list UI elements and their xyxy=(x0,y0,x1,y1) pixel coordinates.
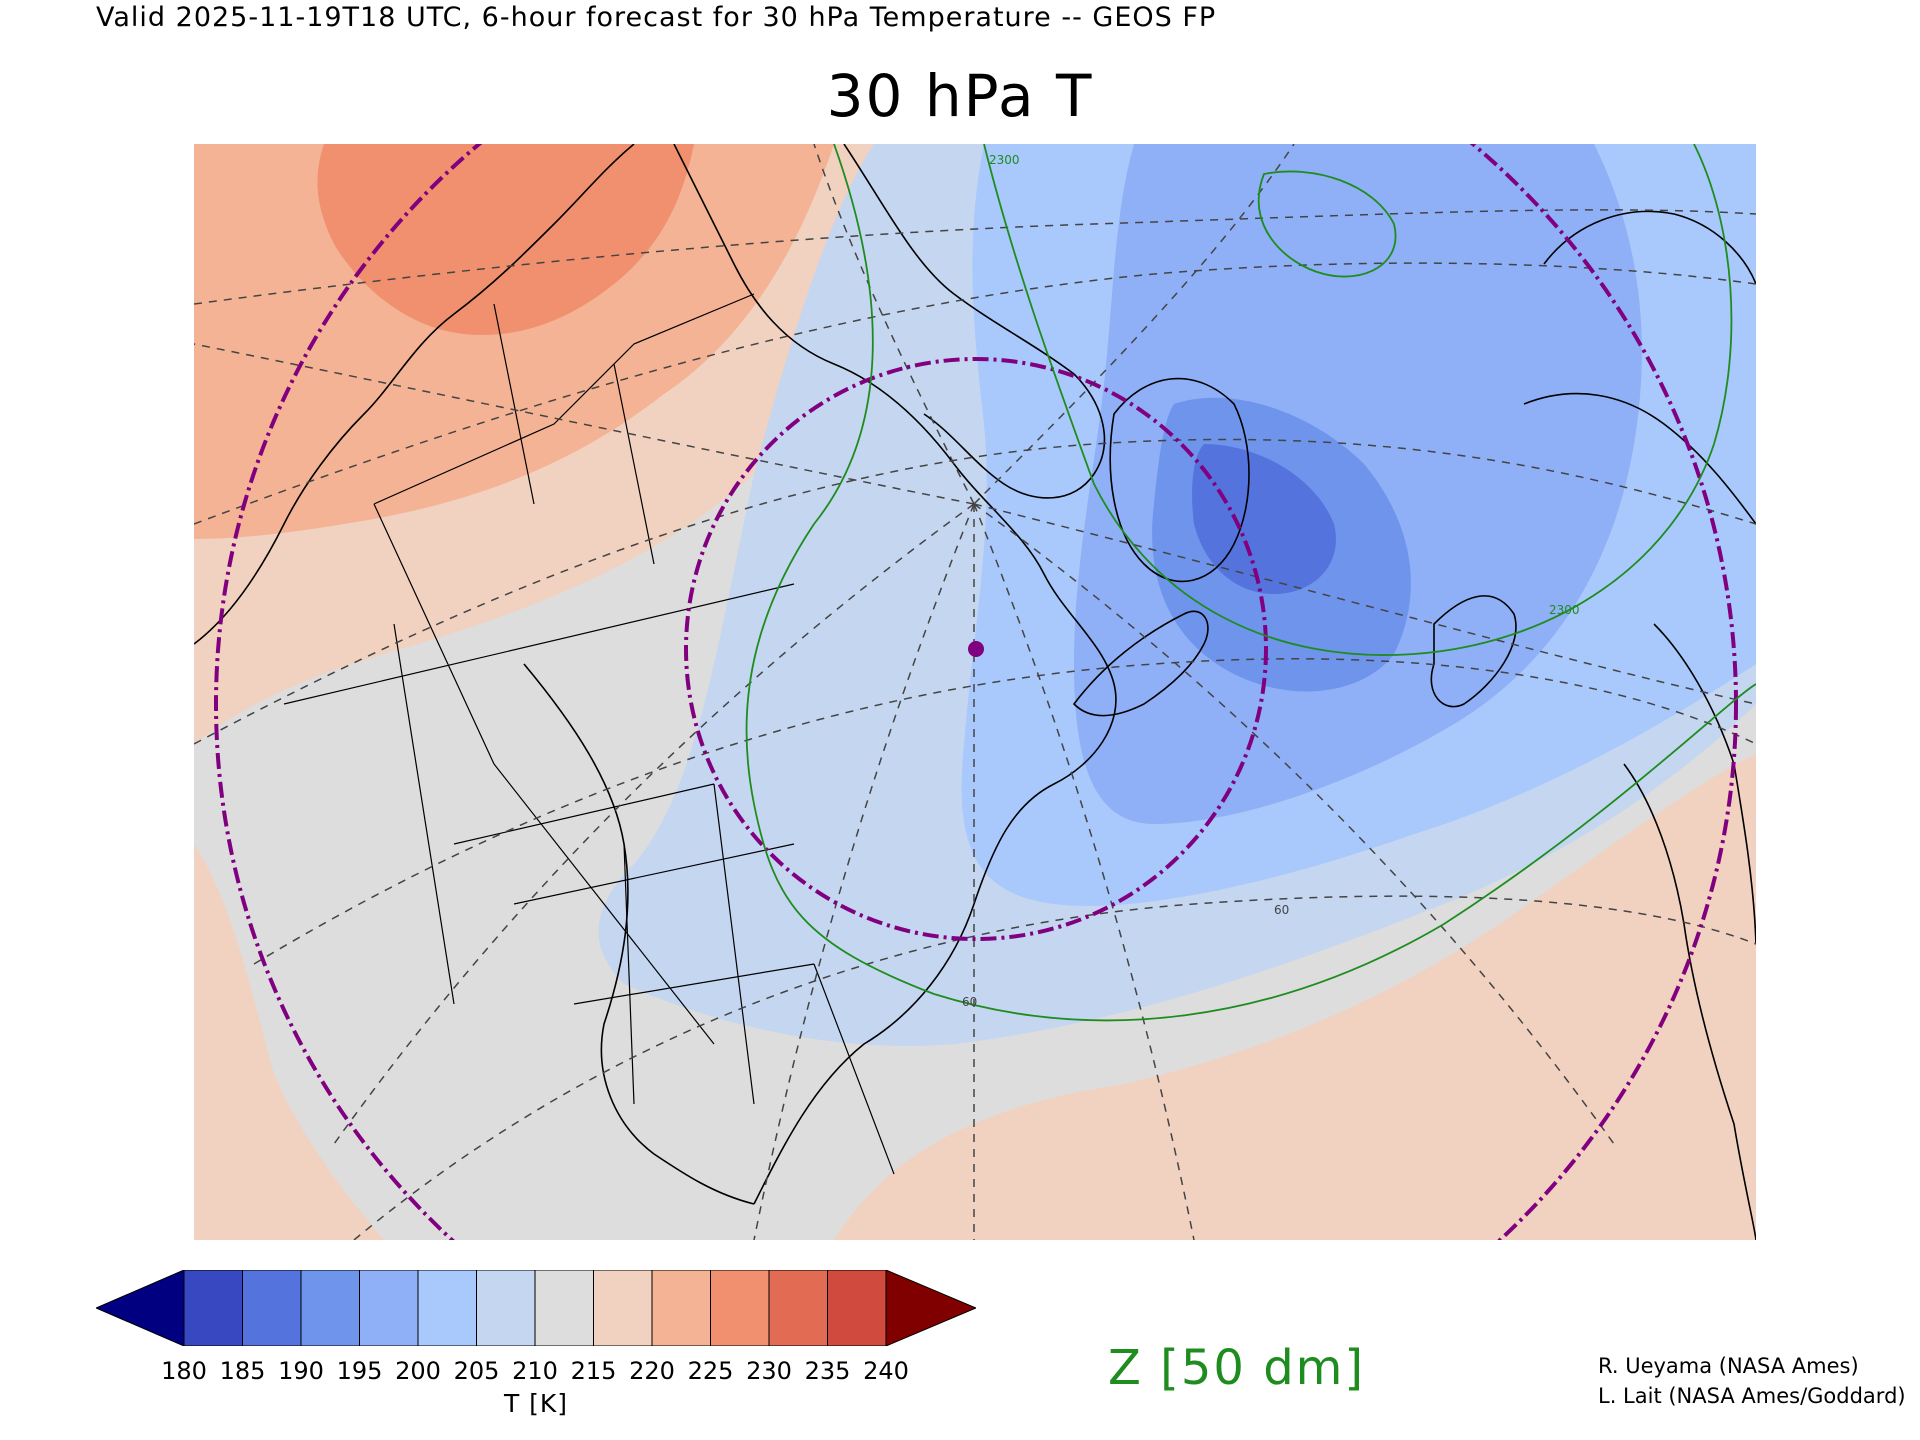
colorbar-swatch xyxy=(417,1270,477,1346)
meridian-east-2 xyxy=(973,503,1615,1145)
colorbar-swatches xyxy=(96,1270,976,1346)
colorbar-swatch xyxy=(300,1270,360,1346)
latitude-line-5 xyxy=(353,895,1756,1240)
colorbar-swatch xyxy=(359,1270,419,1346)
colorbar-swatch xyxy=(768,1270,828,1346)
height-legend-label: Z [50 dm] xyxy=(1108,1340,1366,1396)
colorbar-swatch xyxy=(593,1270,653,1346)
warm-field-southwest xyxy=(194,844,384,1240)
colorbar-swatch xyxy=(710,1270,770,1346)
colorbar-swatch xyxy=(651,1270,711,1346)
credit-line-2: L. Lait (NASA Ames/Goddard) xyxy=(1598,1384,1906,1408)
height-contour-2 xyxy=(983,144,1733,656)
colorbar-tick-label: 235 xyxy=(804,1357,851,1385)
coastline-labrador xyxy=(1072,610,1209,717)
map-canvas: 2300 2300 60 60 xyxy=(194,144,1756,1240)
colorbar-tick-label: 200 xyxy=(395,1357,441,1385)
latitude-line-2 xyxy=(194,262,1756,525)
colorbar-tick-label: 180 xyxy=(161,1357,207,1385)
colorbar-tick-label: 230 xyxy=(746,1357,792,1385)
colorbar-tick-label: 190 xyxy=(278,1357,324,1385)
graticule xyxy=(194,144,1756,1240)
forecast-subtitle: Valid 2025-11-19T18 UTC, 6-hour forecast… xyxy=(96,2,1217,33)
colorbar-swatch xyxy=(242,1270,302,1346)
political-boundaries xyxy=(283,293,895,1175)
colorbar-tick-label: 185 xyxy=(219,1357,266,1385)
contour-label-east: 2300 xyxy=(1549,603,1580,617)
distance-circles xyxy=(214,144,1738,1240)
colorbar-label: T [K] xyxy=(503,1389,569,1418)
station-marker[interactable] xyxy=(968,641,984,657)
cold-field-185 xyxy=(1192,444,1336,594)
meridian-west-3 xyxy=(194,343,975,505)
contour-labels: 2300 2300 60 60 xyxy=(962,153,1580,1009)
latitude-line-4 xyxy=(253,658,1756,965)
colorbar-arrow-low xyxy=(96,1270,185,1346)
colorbar xyxy=(96,1270,976,1346)
colorbar-arrow-high xyxy=(885,1270,976,1346)
meridian-west-2 xyxy=(333,503,975,1145)
coastline-hudson xyxy=(673,144,1117,1205)
colorbar-tick-label: 220 xyxy=(629,1357,675,1385)
colorbar-tick-label: 215 xyxy=(570,1357,617,1385)
height-contour-3 xyxy=(1257,170,1397,278)
province-borders xyxy=(373,293,755,565)
latitude-line-1 xyxy=(194,209,1756,305)
colorbar-tick-label: 210 xyxy=(512,1357,558,1385)
temperature-map: 2300 2300 60 60 xyxy=(194,144,1756,1240)
colorbar-swatch xyxy=(476,1270,536,1346)
meridian-west-1 xyxy=(753,503,975,1240)
colorbar-tick-label: 240 xyxy=(863,1357,909,1385)
coastline-pacific xyxy=(194,144,635,645)
meridian-east-1 xyxy=(973,503,1195,1240)
coastline-africa xyxy=(1623,763,1756,1240)
coastline-greenland xyxy=(1109,377,1250,583)
state-borders xyxy=(283,503,895,1175)
latitude-line-3 xyxy=(194,438,1756,745)
meridian-north-1 xyxy=(813,144,975,505)
meridian-east-3 xyxy=(973,503,1756,705)
contour-label-latitude: 60 xyxy=(1274,903,1289,917)
colorbar-tick-label: 195 xyxy=(336,1357,383,1385)
colorbar-swatch xyxy=(183,1270,243,1346)
colorbar-swatch xyxy=(534,1270,594,1346)
contour-label-meridian: 60 xyxy=(962,995,977,1009)
chart-title: 30 hPa T xyxy=(826,62,1094,130)
colorbar-tick-label: 205 xyxy=(453,1357,500,1385)
warm-field-southeast xyxy=(834,754,1756,1240)
contour-label-top: 2300 xyxy=(989,153,1020,167)
coastline-arctic-islands xyxy=(843,144,1106,499)
height-contour-1 xyxy=(745,144,1756,1022)
distance-circle-outer xyxy=(214,144,1738,1240)
coastline-west xyxy=(523,663,755,1205)
warm-field-230 xyxy=(317,144,694,335)
distance-circle-inner xyxy=(684,357,1268,941)
coastlines xyxy=(194,144,1756,1240)
colorbar-tick-label: 225 xyxy=(687,1357,734,1385)
coastline-iceland xyxy=(1430,595,1517,708)
colorbar-swatch xyxy=(827,1270,887,1346)
credit-line-1: R. Ueyama (NASA Ames) xyxy=(1598,1354,1859,1378)
height-contours xyxy=(745,144,1756,1022)
